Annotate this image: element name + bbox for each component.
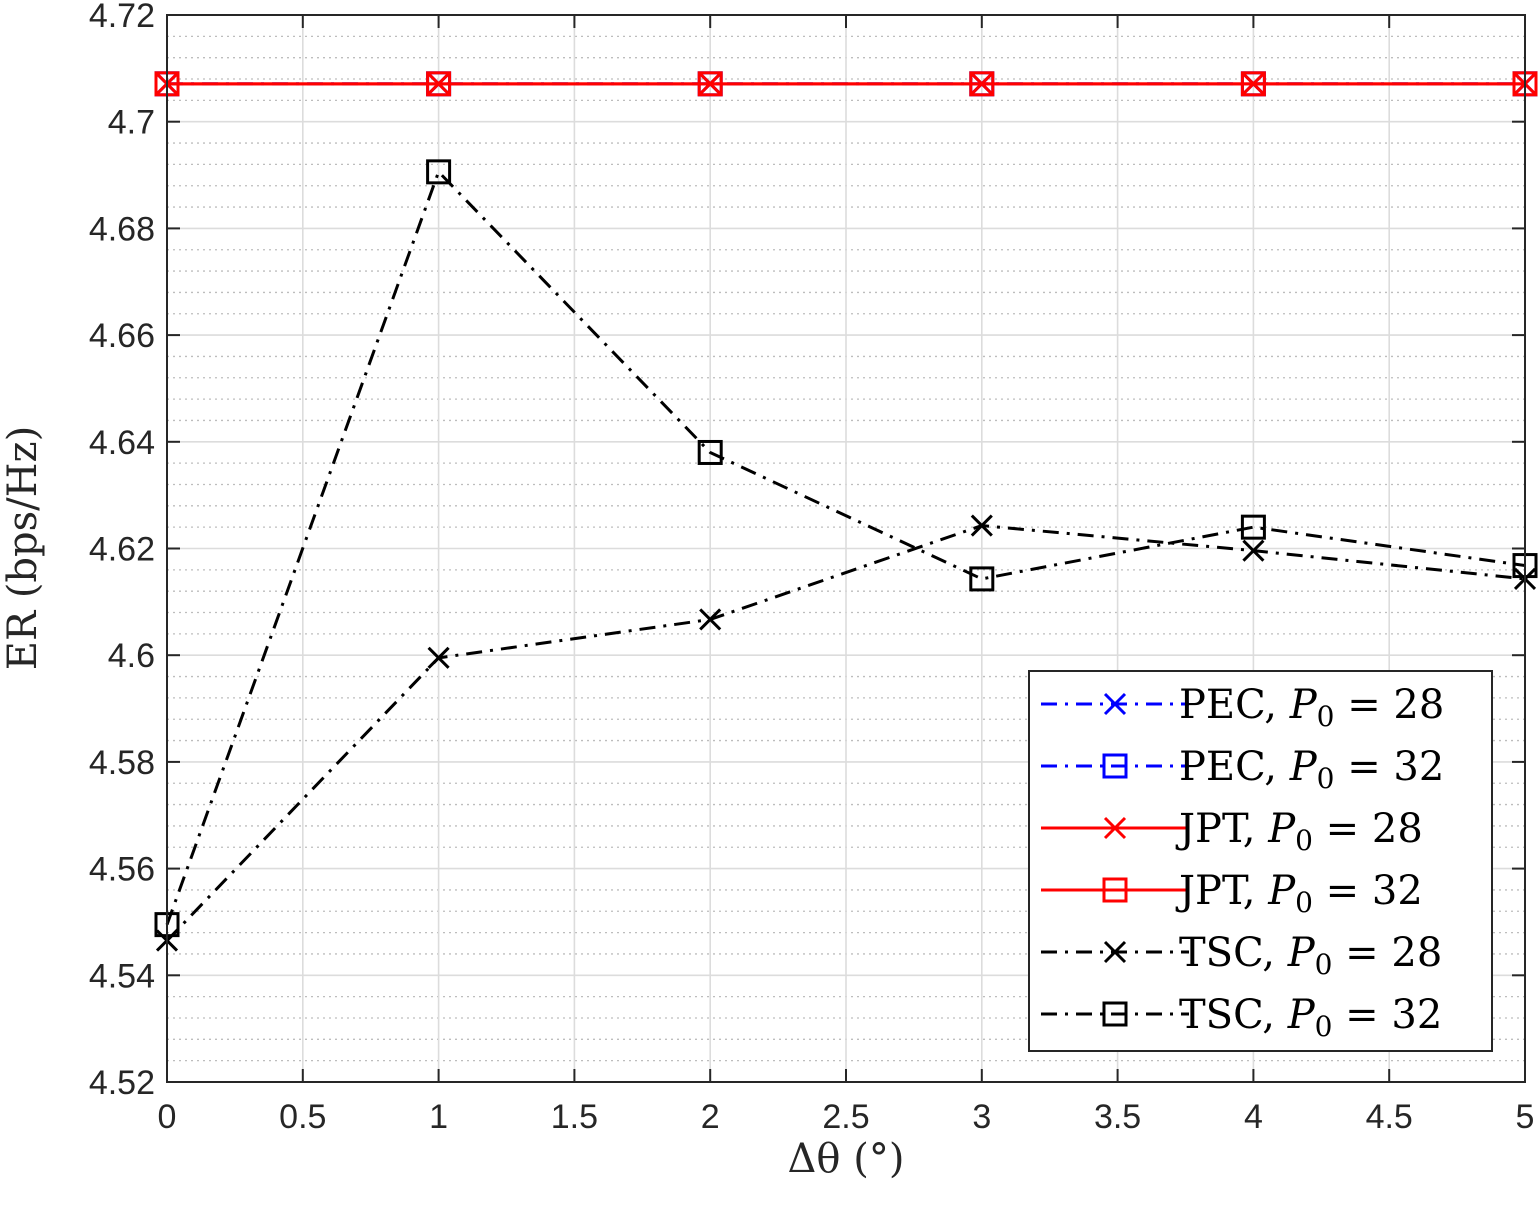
legend-marker	[1102, 877, 1128, 903]
legend-box	[1028, 670, 1493, 1052]
y-tick-labels: 4.52 4.54 4.56 4.58 4.6 4.62 4.64 4.66 4.68 4.7 4.…	[89, 0, 155, 1102]
series-line	[165, 524, 1526, 942]
y-tick-label: 4.7	[108, 104, 155, 142]
y-tick-label: 4.52	[89, 1064, 155, 1102]
y-tick-label: 4.58	[89, 744, 155, 782]
data-point-marker-stroke	[699, 608, 722, 631]
data-point-marker	[697, 71, 723, 97]
series-line	[165, 170, 1526, 926]
series-layer	[154, 71, 1538, 952]
data-point-marker-stroke	[427, 646, 450, 669]
legend-label: TSC, P0 = 28	[1179, 930, 1442, 981]
data-point-marker-stroke	[970, 514, 993, 537]
legend-item-4[interactable]: TSC, P0 = 28	[1041, 930, 1442, 981]
x-tick-label: 3.5	[1094, 1098, 1141, 1136]
x-tick-label: 4	[1244, 1098, 1263, 1136]
legend[interactable]: PEC, P0 = 28 PEC, P0 = 32 JPT, P0 = 28 JPT,…	[1028, 670, 1493, 1052]
y-tick-label: 4.54	[89, 957, 155, 995]
legend-item-1[interactable]: PEC, P0 = 32	[1041, 744, 1444, 795]
series-4	[155, 514, 1537, 952]
x-tick-label: 1.5	[551, 1098, 598, 1136]
x-tick-label: 0.5	[279, 1098, 326, 1136]
legend-marker	[1103, 816, 1127, 840]
x-tick-label: 1	[429, 1098, 448, 1136]
y-tick-label: 4.6	[108, 637, 155, 675]
y-tick-label: 4.62	[89, 531, 155, 569]
legend-marker	[1103, 940, 1127, 964]
data-point-marker	[970, 514, 993, 537]
legend-item-0[interactable]: PEC, P0 = 28	[1041, 682, 1444, 733]
data-point-marker	[969, 566, 995, 592]
x-tick-label: 0	[158, 1098, 177, 1136]
data-point-marker	[969, 71, 995, 97]
y-tick-label: 4.72	[89, 0, 155, 35]
y-tick-label: 4.66	[89, 317, 155, 355]
legend-item-2[interactable]: JPT, P0 = 28	[1041, 806, 1423, 857]
data-point-marker	[1240, 71, 1266, 97]
x-tick-label: 3	[972, 1098, 991, 1136]
y-tick-label: 4.64	[89, 424, 155, 462]
x-tick-label: 4.5	[1366, 1098, 1413, 1136]
data-point-marker	[1242, 539, 1265, 562]
legend-label: TSC, P0 = 32	[1179, 992, 1442, 1043]
data-point-marker	[697, 439, 723, 465]
legend-label: JPT, P0 = 32	[1175, 868, 1423, 919]
data-point-marker-stroke	[1242, 539, 1265, 562]
x-axis-title: Δθ (°)	[788, 1136, 905, 1182]
legend-marker-stroke	[1103, 692, 1127, 716]
legend-label: PEC, P0 = 28	[1179, 682, 1444, 733]
data-point-marker	[1240, 514, 1266, 540]
legend-item-3[interactable]: JPT, P0 = 32	[1041, 868, 1423, 919]
legend-marker-stroke	[1103, 940, 1127, 964]
legend-marker	[1103, 692, 1127, 716]
y-axis-title: ER (bps/Hz)	[0, 426, 46, 670]
legend-label: JPT, P0 = 28	[1175, 806, 1423, 857]
data-point-marker	[426, 71, 452, 97]
data-point-marker	[699, 608, 722, 631]
legend-marker	[1102, 753, 1128, 779]
x-tick-label: 2	[701, 1098, 720, 1136]
tick-marks	[166, 14, 1526, 1083]
legend-item-5[interactable]: TSC, P0 = 32	[1041, 992, 1442, 1043]
data-point-marker	[427, 646, 450, 669]
x-tick-labels: 0 0.5 1 1.5 2 2.5 3 3.5 4 4.5 5	[158, 1098, 1535, 1136]
y-tick-label: 4.68	[89, 210, 155, 248]
y-tick-label: 4.56	[89, 851, 155, 889]
data-point-marker	[426, 159, 452, 185]
x-tick-label: 5	[1516, 1098, 1535, 1136]
legend-label: PEC, P0 = 32	[1179, 744, 1444, 795]
x-tick-label: 2.5	[822, 1098, 869, 1136]
legend-marker-stroke	[1103, 816, 1127, 840]
legend-marker	[1102, 1001, 1128, 1027]
